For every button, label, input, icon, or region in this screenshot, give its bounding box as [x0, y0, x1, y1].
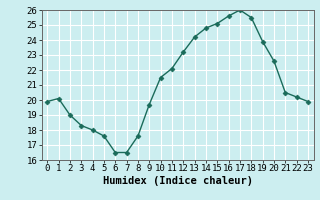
X-axis label: Humidex (Indice chaleur): Humidex (Indice chaleur) — [103, 176, 252, 186]
